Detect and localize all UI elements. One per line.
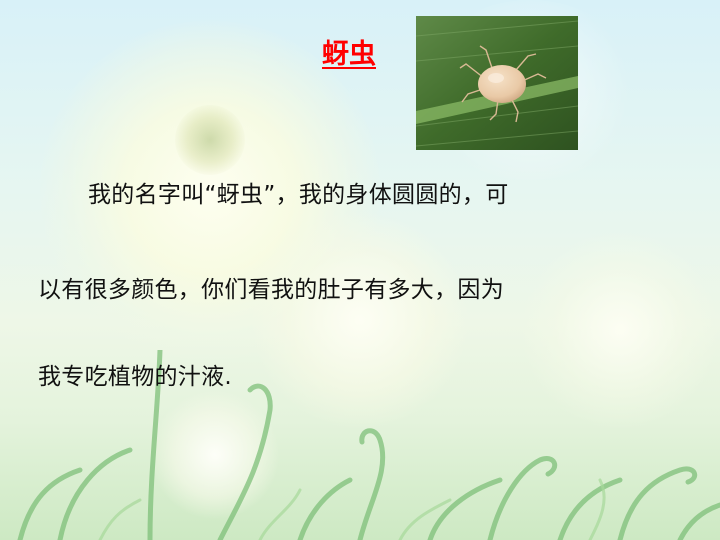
grass-decoration — [17, 350, 720, 540]
body-line-3: 我专吃植物的汁液. — [38, 364, 233, 390]
aphid-photo-icon — [416, 16, 578, 150]
body-line-1: 我的名字叫“蚜虫”，我的身体圆圆的，可 — [88, 182, 509, 208]
dandelion-puff-middle — [250, 210, 470, 430]
dandelion-center — [175, 105, 245, 175]
body-line-2: 以有很多颜色，你们看我的肚子有多大，因为 — [38, 277, 504, 303]
title-link[interactable]: 蚜虫 — [322, 39, 376, 70]
dandelion-puff-right — [520, 230, 720, 430]
